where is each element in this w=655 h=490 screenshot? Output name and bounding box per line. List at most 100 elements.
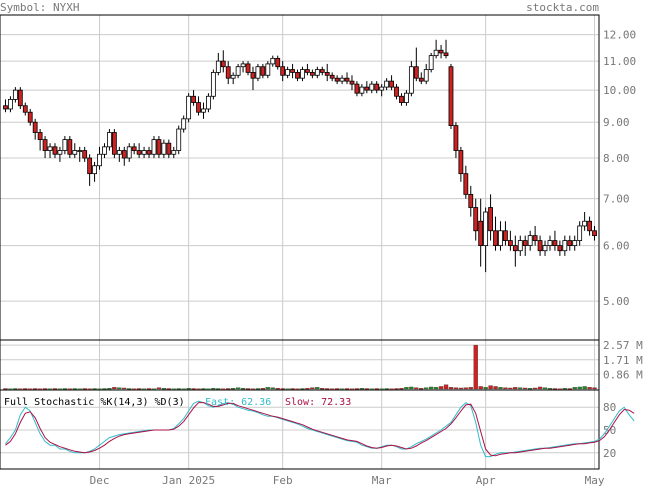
volume-bar	[102, 388, 107, 390]
volume-bar	[547, 387, 553, 390]
volume-bar	[463, 387, 468, 390]
volume-bar	[523, 387, 528, 390]
volume-bar	[473, 344, 478, 390]
volume-bar	[572, 387, 577, 390]
candle-body	[32, 121, 38, 133]
volume-bar	[592, 387, 597, 390]
candle-body	[131, 146, 137, 151]
candle-body	[151, 139, 157, 155]
volume-bar	[161, 387, 167, 390]
candle-body	[97, 153, 102, 167]
volume-bar	[265, 387, 270, 390]
volume-bar	[196, 388, 201, 390]
candle-body	[116, 150, 122, 155]
stochastic-slow-label: Slow: 72.33	[285, 397, 351, 408]
volume-bar	[87, 388, 92, 390]
volume-bar	[122, 387, 127, 390]
price-axis: 12.00 11.00 10.00 9.00 8.00 7.00 6.00 5.00	[603, 29, 636, 308]
candle-body	[334, 77, 340, 82]
candle-body	[527, 235, 533, 247]
candle-body	[260, 66, 266, 76]
stochastic-slow-line	[5, 402, 635, 457]
candle-body	[280, 66, 286, 76]
candle-body	[181, 118, 187, 130]
candle-body	[389, 80, 394, 88]
candle-body	[136, 150, 142, 155]
volume-bar	[186, 387, 191, 390]
candle-body	[354, 83, 360, 94]
volume-bar	[577, 386, 582, 390]
volume-bar	[429, 386, 434, 390]
candle-body	[562, 240, 568, 252]
date-axis: Dec Jan 2025 Feb Mar Apr May	[90, 474, 605, 487]
date-tick-label: Dec	[90, 474, 110, 486]
volume-bar	[453, 387, 459, 390]
volume-bar	[379, 388, 384, 390]
volume-bar	[409, 386, 414, 390]
candle-body	[300, 69, 305, 79]
stochastic-tick-label: 20	[603, 447, 616, 460]
candle-body	[201, 108, 206, 113]
volume-panel-frame	[0, 339, 600, 391]
candle-body	[3, 105, 8, 110]
volume-bar	[344, 388, 350, 390]
stochastic-lines	[5, 400, 635, 458]
candle-body	[295, 71, 300, 79]
date-tick-label: Mar	[372, 474, 392, 486]
volume-bar	[498, 387, 503, 390]
volume-bar	[240, 387, 246, 390]
volume-bar	[518, 387, 523, 390]
candle-body	[62, 139, 68, 151]
candle-body	[250, 71, 256, 79]
candle-body	[27, 111, 33, 123]
volume-bar	[424, 387, 429, 390]
candle-body	[453, 125, 459, 151]
price-tick-label: 5.00	[603, 295, 630, 308]
volume-bar	[394, 388, 399, 390]
candle-body	[468, 193, 474, 208]
candle-body	[47, 146, 53, 151]
candle-body	[493, 230, 498, 247]
volume-bar	[52, 388, 58, 390]
price-tick-label: 11.00	[603, 55, 636, 68]
candle-body	[507, 240, 513, 247]
candle-body	[428, 55, 434, 70]
volume-axis: 2.57 M 1.71 M0.86 M	[603, 339, 643, 381]
volume-bar	[280, 388, 285, 390]
candle-body	[374, 83, 380, 91]
volume-bar	[419, 387, 424, 390]
candle-body	[17, 89, 23, 107]
candle-body	[171, 150, 177, 155]
volume-bar	[117, 387, 122, 390]
volume-bar	[305, 387, 310, 390]
candle-body	[255, 66, 261, 79]
volume-bar	[478, 386, 483, 390]
candle-body	[463, 173, 469, 195]
date-tick-label: Apr	[476, 474, 496, 486]
volume-bar	[37, 388, 43, 390]
volume-tick-label: 1.71 M	[603, 354, 643, 367]
volume-bar	[82, 388, 87, 390]
volume-bar	[458, 387, 464, 390]
volume-bar	[275, 387, 280, 390]
candle-body	[102, 146, 107, 155]
candle-body	[206, 95, 211, 110]
candle-body	[77, 150, 83, 152]
candle-body	[166, 142, 172, 155]
candle-body	[82, 150, 88, 159]
stochastic-fast-label: Fast: 62.36	[205, 397, 271, 408]
volume-bar	[349, 388, 355, 390]
volume-bar	[562, 387, 567, 390]
volume-bar	[226, 388, 231, 390]
candle-body	[37, 132, 43, 140]
candle-body	[359, 86, 365, 94]
volume-bar	[146, 388, 152, 390]
volume-bar	[438, 386, 444, 390]
volume-bar	[414, 387, 419, 390]
volume-bar	[211, 387, 216, 390]
volume-bar	[369, 388, 374, 390]
volume-bar	[57, 388, 63, 390]
candle-body	[592, 230, 597, 237]
stochastic-fast-line	[5, 400, 635, 458]
